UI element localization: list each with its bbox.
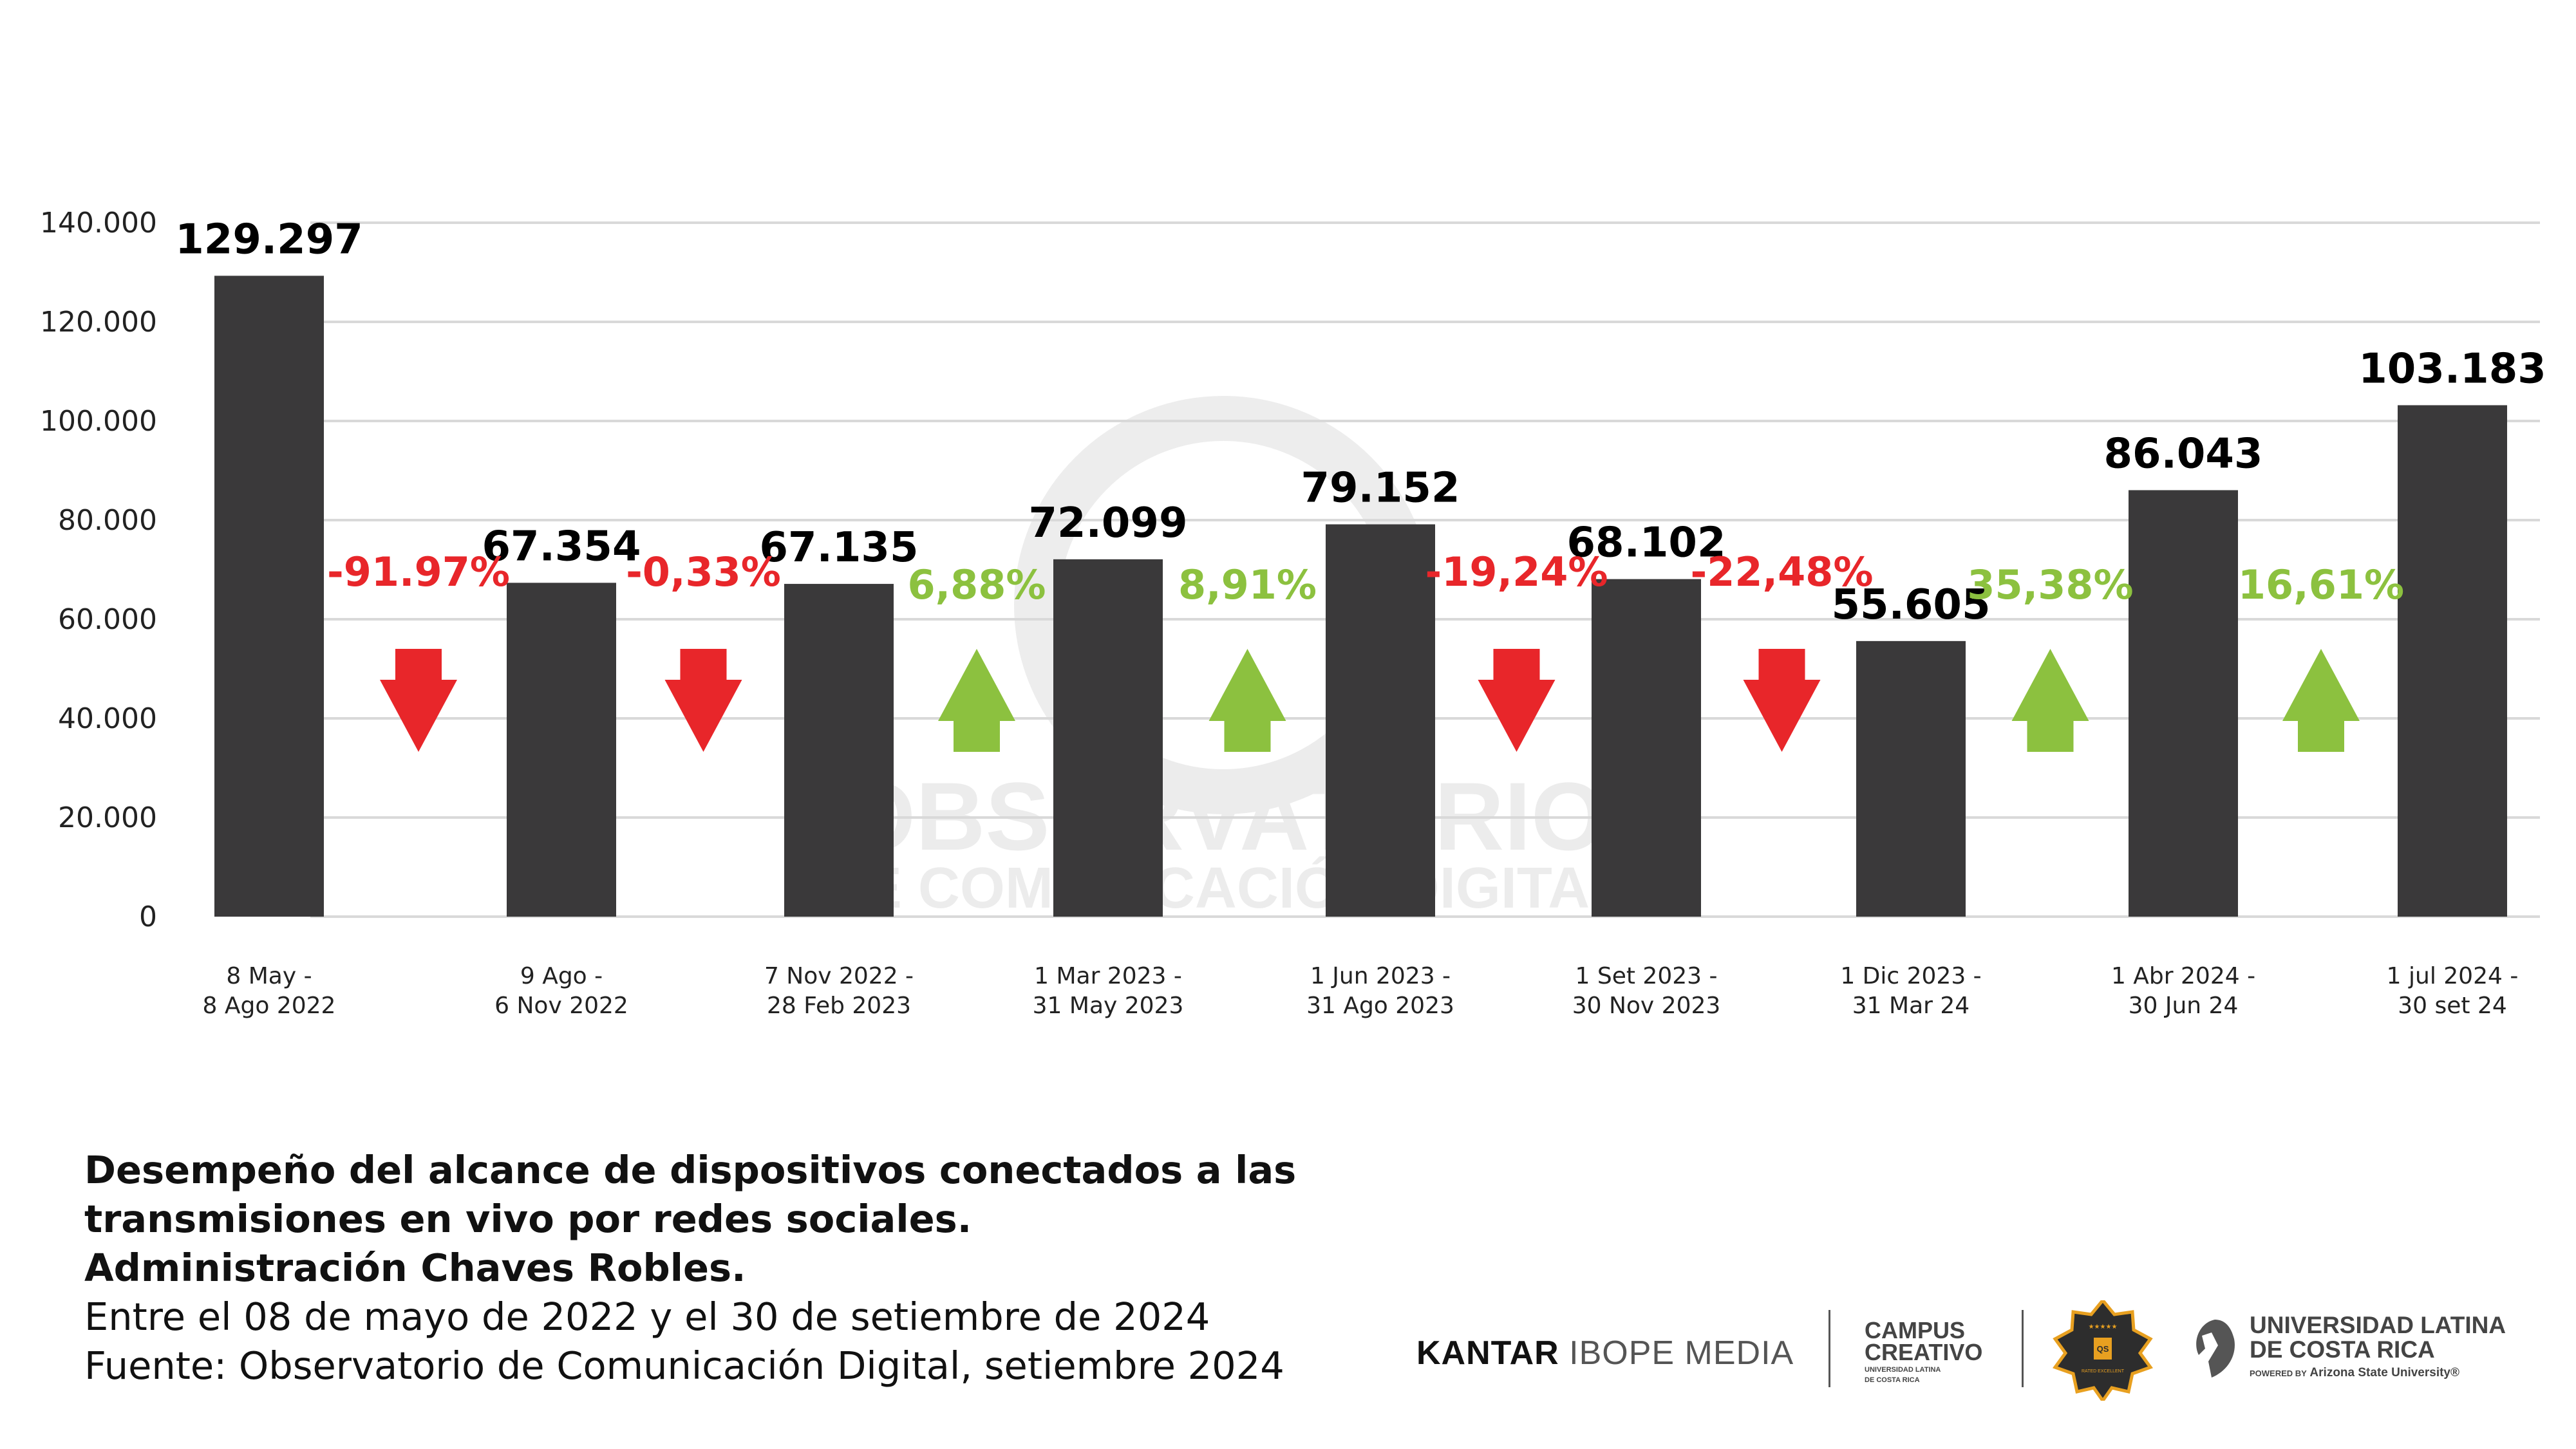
bar-value-label: 67.135 (760, 524, 919, 572)
y-tick-label: 60.000 (58, 603, 157, 636)
x-category-label: 30 set 24 (2398, 993, 2507, 1019)
x-category-label: 1 jul 2024 - (2387, 963, 2519, 989)
bar (214, 276, 324, 917)
x-category-label: 1 Set 2023 - (1575, 963, 1718, 989)
x-category-label: 1 Abr 2024 - (2111, 963, 2255, 989)
x-category-label: 28 Feb 2023 (767, 993, 911, 1019)
bar (2398, 405, 2507, 917)
caption-date-range: Entre el 08 de mayo de 2022 y el 30 de s… (84, 1295, 1210, 1339)
watermark-line2: DE COMUNICACIÓN DIGITAL (822, 855, 1625, 921)
y-tick-label: 140.000 (40, 207, 157, 239)
x-category-label: 1 Jun 2023 - (1310, 963, 1451, 989)
arrow-up-icon (2282, 649, 2360, 752)
x-category-label: 8 May - (226, 963, 312, 989)
y-tick-label: 0 (139, 901, 157, 933)
caption-source: Fuente: Observatorio de Comunicación Dig… (84, 1343, 1284, 1388)
arrow-up-icon (1208, 649, 1286, 752)
x-category-label: 31 May 2023 (1033, 993, 1184, 1019)
percent-change-label: -91.97% (327, 548, 510, 595)
bar (1856, 640, 1966, 917)
bar (784, 584, 894, 917)
bar (1053, 559, 1163, 917)
bar-value-label: 67.354 (482, 523, 641, 570)
bar (1326, 524, 1435, 917)
percent-change-label: -0,33% (626, 548, 781, 595)
bar-value-label: 103.183 (2358, 345, 2546, 393)
chart-caption: Desempeño del alcance de dispositivos co… (84, 1146, 1296, 1390)
bar-value-label: 129.297 (175, 216, 363, 263)
percent-change-label: -22,48% (1691, 548, 1874, 595)
percent-change-label: 8,91% (1178, 561, 1317, 608)
bar-value-label: 79.152 (1301, 465, 1460, 512)
caption-title-2: transmisiones en vivo por redes sociales… (84, 1197, 972, 1241)
arrow-down-icon (380, 649, 457, 752)
percent-change-label: -19,24% (1425, 548, 1608, 595)
x-category-label: 1 Mar 2023 - (1034, 963, 1182, 989)
bar (2129, 490, 2238, 917)
x-category-label: 30 Nov 2023 (1572, 993, 1721, 1019)
arrow-down-icon (664, 649, 742, 752)
y-tick-label: 20.000 (58, 801, 157, 834)
y-tick-label: 40.000 (58, 702, 157, 735)
percent-change-label: 35,38% (1967, 561, 2133, 608)
x-category-label: 1 Dic 2023 - (1840, 963, 1981, 989)
arrow-up-icon (938, 649, 1015, 752)
caption-title-3: Administración Chaves Robles. (84, 1246, 746, 1290)
percent-change-label: 16,61% (2238, 561, 2404, 608)
arrow-up-icon (2011, 649, 2089, 752)
watermark: OBSERVATORIO DE COMUNICACIÓN DIGITAL (822, 396, 1625, 921)
y-tick-label: 80.000 (58, 504, 157, 537)
bar-value-label: 86.043 (2104, 430, 2263, 478)
y-tick-label: 120.000 (40, 306, 157, 339)
x-category-label: 7 Nov 2022 - (764, 963, 914, 989)
x-category-label: 8 Ago 2022 (203, 993, 336, 1019)
arrow-down-icon (1478, 649, 1556, 752)
x-category-label: 31 Ago 2023 (1306, 993, 1454, 1019)
x-category-label: 31 Mar 24 (1852, 993, 1970, 1019)
x-category-label: 30 Jun 24 (2129, 993, 2239, 1019)
x-category-label: 9 Ago - (520, 963, 603, 989)
arrow-down-icon (1743, 649, 1821, 752)
bar-value-label: 55.605 (1832, 581, 1991, 629)
bar-value-label: 68.102 (1567, 519, 1726, 567)
caption-title-1: Desempeño del alcance de dispositivos co… (84, 1148, 1297, 1192)
bar (507, 583, 616, 917)
bar-value-label: 72.099 (1029, 500, 1188, 547)
y-tick-label: 100.000 (40, 405, 157, 438)
percent-change-label: 6,88% (907, 561, 1046, 608)
x-category-label: 6 Nov 2022 (494, 993, 628, 1019)
bar (1592, 579, 1701, 917)
